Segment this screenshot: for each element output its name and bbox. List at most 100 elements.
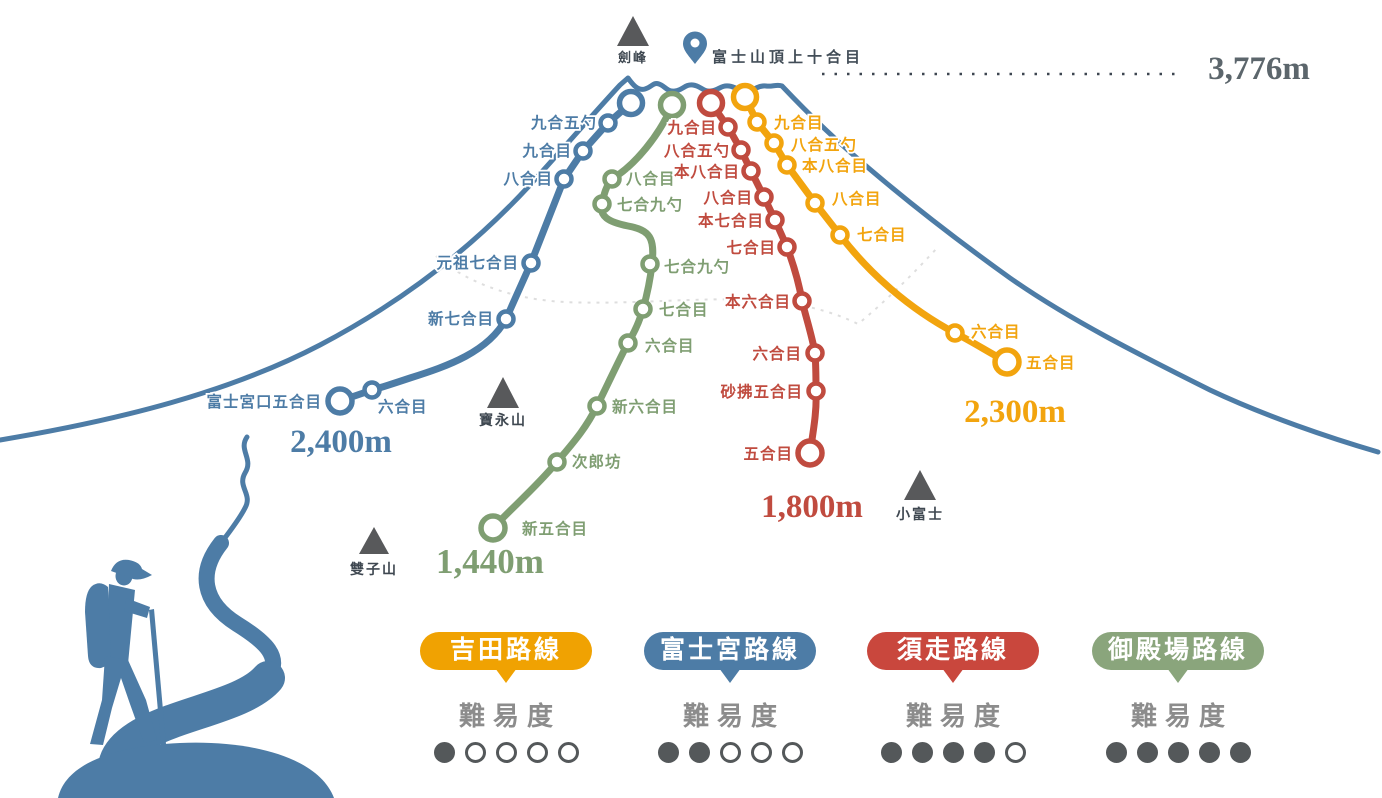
station-marker [747, 112, 767, 132]
badge-pointer [1167, 668, 1189, 683]
route-badge: 富士宮路線 [644, 632, 816, 683]
trail-upper [218, 434, 251, 546]
difficulty-dot-filled [973, 742, 995, 763]
difficulty-dot-filled [880, 742, 902, 763]
station-marker [765, 210, 785, 230]
badge-pointer [719, 668, 741, 683]
station-label: 元祖七合目 [436, 253, 519, 272]
difficulty-dots [420, 742, 592, 763]
legend-gotemba: 御殿場路線 難易度 [1092, 632, 1264, 763]
legend-yoshida: 吉田路線 難易度 [420, 632, 592, 763]
difficulty-dot-empty [464, 742, 486, 763]
hoeizan-triangle-icon [487, 377, 519, 408]
difficulty-dot-empty [557, 742, 579, 763]
station-marker [696, 88, 726, 118]
snow-line [435, 246, 939, 326]
station-marker [731, 140, 751, 160]
station-label: 八合目 [502, 169, 553, 188]
station-label: 九合目 [773, 113, 824, 132]
map-pin-icon [683, 31, 707, 64]
route-start-elevation: 2,400m [290, 424, 392, 460]
station-label: 八合目 [831, 189, 882, 208]
station-marker [657, 90, 687, 120]
route-fujinomiya: 九合五勺 九合目 八合目 元祖七合目 新七合目 六合目 富士宮口五合目 2,40… [205, 88, 646, 462]
peak-label: 劍峰 [618, 50, 648, 65]
legend-subashiri: 須走路線 難易度 [867, 632, 1039, 763]
futagoyama-triangle-icon [359, 527, 389, 554]
route-start-elevation: 2,300m [964, 394, 1066, 430]
station-marker [777, 155, 797, 175]
station-marker [598, 113, 618, 133]
station-label: 八合五勺 [790, 135, 857, 154]
station-marker [547, 452, 567, 472]
station-marker [362, 380, 382, 400]
station-marker [777, 237, 797, 257]
station-label: 九合目 [666, 118, 717, 137]
difficulty-dot-filled [911, 742, 933, 763]
station-marker [792, 291, 812, 311]
badge-pointer [942, 668, 964, 683]
station-label: 本八合目 [802, 156, 868, 175]
station-marker [764, 133, 784, 153]
difficulty-dot-filled [688, 742, 710, 763]
hiker-cap [111, 559, 152, 580]
station-marker [640, 254, 660, 274]
route-badge-label: 吉田路線 [449, 637, 562, 664]
station-label: 次郎坊 [572, 452, 622, 471]
station-marker [521, 253, 541, 273]
station-marker-trailhead [478, 513, 508, 543]
difficulty-dots [644, 742, 816, 763]
difficulty-dot-filled [1136, 742, 1158, 763]
difficulty-dot-empty [526, 742, 548, 763]
station-label: 六合目 [378, 397, 428, 416]
route-badge: 吉田路線 [420, 632, 592, 683]
difficulty-dots [1092, 742, 1264, 763]
station-marker [554, 169, 574, 189]
route-badge: 御殿場路線 [1092, 632, 1264, 683]
difficulty-dots [867, 742, 1039, 763]
station-label: 本八合目 [674, 162, 740, 181]
station-label: 五合目 [1026, 353, 1076, 372]
summit-elevation: 3,776m [1208, 51, 1310, 87]
station-marker-trailhead [992, 347, 1022, 377]
route-badge-label: 御殿場路線 [1107, 637, 1248, 664]
station-marker [945, 323, 965, 343]
station-marker [754, 187, 774, 207]
station-label: 五合目 [743, 444, 793, 463]
kofuji-label: 小富士 [896, 506, 944, 523]
station-marker [592, 194, 612, 214]
difficulty-dot-filled [657, 742, 679, 763]
station-marker [805, 193, 825, 213]
peak-triangle-icon [617, 16, 649, 46]
station-marker [618, 333, 638, 353]
station-label: 七合九勺 [617, 195, 683, 214]
hiker-arm [124, 598, 150, 618]
difficulty-dot-filled [1198, 742, 1220, 763]
difficulty-label: 難易度 [458, 702, 561, 731]
station-label: 新六合目 [612, 397, 678, 416]
route-line-gotemba [489, 101, 676, 532]
station-label: 八合目 [625, 169, 676, 188]
difficulty-dot-empty [495, 742, 517, 763]
hiker-backpack [85, 583, 111, 669]
difficulty-dot-empty [750, 742, 772, 763]
station-marker [633, 299, 653, 319]
difficulty-dot-filled [942, 742, 964, 763]
station-marker [496, 309, 516, 329]
hoeizan-label: 寶永山 [479, 412, 527, 429]
station-marker [587, 396, 607, 416]
difficulty-dot-filled [433, 742, 455, 763]
route-badge-label: 富士宮路線 [659, 637, 800, 664]
badge-pointer [495, 668, 517, 683]
station-label: 富士宮口五合目 [206, 392, 322, 411]
station-label: 新五合目 [522, 519, 588, 538]
station-label: 七合目 [659, 300, 709, 319]
kofuji-triangle-icon [904, 470, 936, 500]
route-subashiri: 九合目 八合五勺 本八合目 八合目 本七合目 七合目 本六合目 六合目 砂拂五合… [661, 88, 865, 527]
route-yoshida: 九合目 八合五勺 本八合目 八合目 七合目 六合目 五合目 2,300m [730, 82, 1076, 432]
station-marker [805, 343, 825, 363]
hiker-and-trail [58, 434, 334, 798]
station-label: 八合五勺 [663, 141, 730, 160]
